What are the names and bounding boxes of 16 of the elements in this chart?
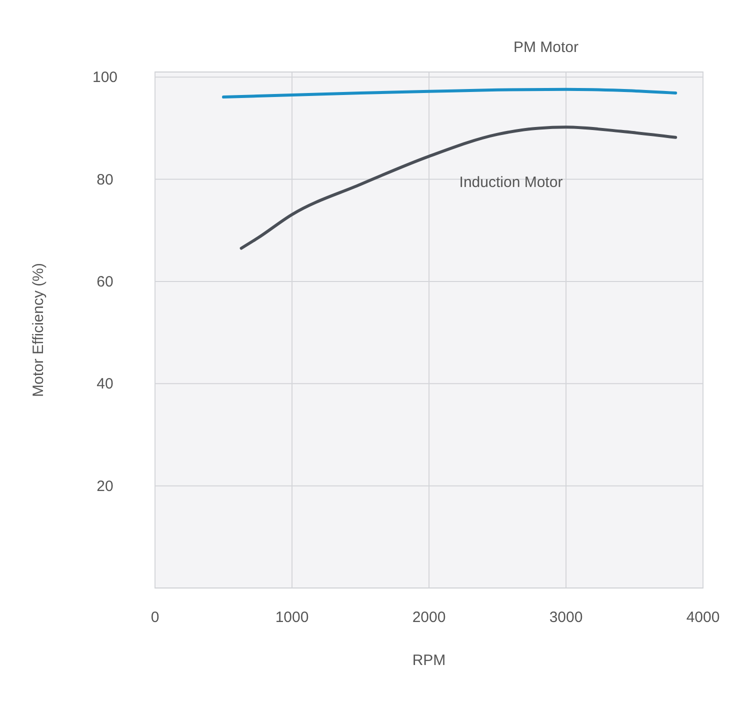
x-tick-label: 4000 [686,609,720,626]
line-series [222,88,678,99]
y-tick-label: 60 [96,273,114,290]
x-tick-label: 0 [150,609,160,626]
text: PM Motor [513,39,579,56]
line-series [240,126,678,250]
y-tick-label: 100 [92,69,118,86]
y-tick-label: 80 [96,171,114,188]
x-tick-label: 3000 [549,609,583,626]
x-tick-label: 1000 [275,609,309,626]
y-tick-label: 40 [96,376,114,393]
series-label: Induction Motor [459,174,563,192]
x-axis-title: RPM [412,652,446,669]
y-axis-title: Motor Efficiency (%) [30,263,47,397]
y-tick-label: 20 [96,478,114,495]
x-tick-label: 2000 [412,609,446,626]
